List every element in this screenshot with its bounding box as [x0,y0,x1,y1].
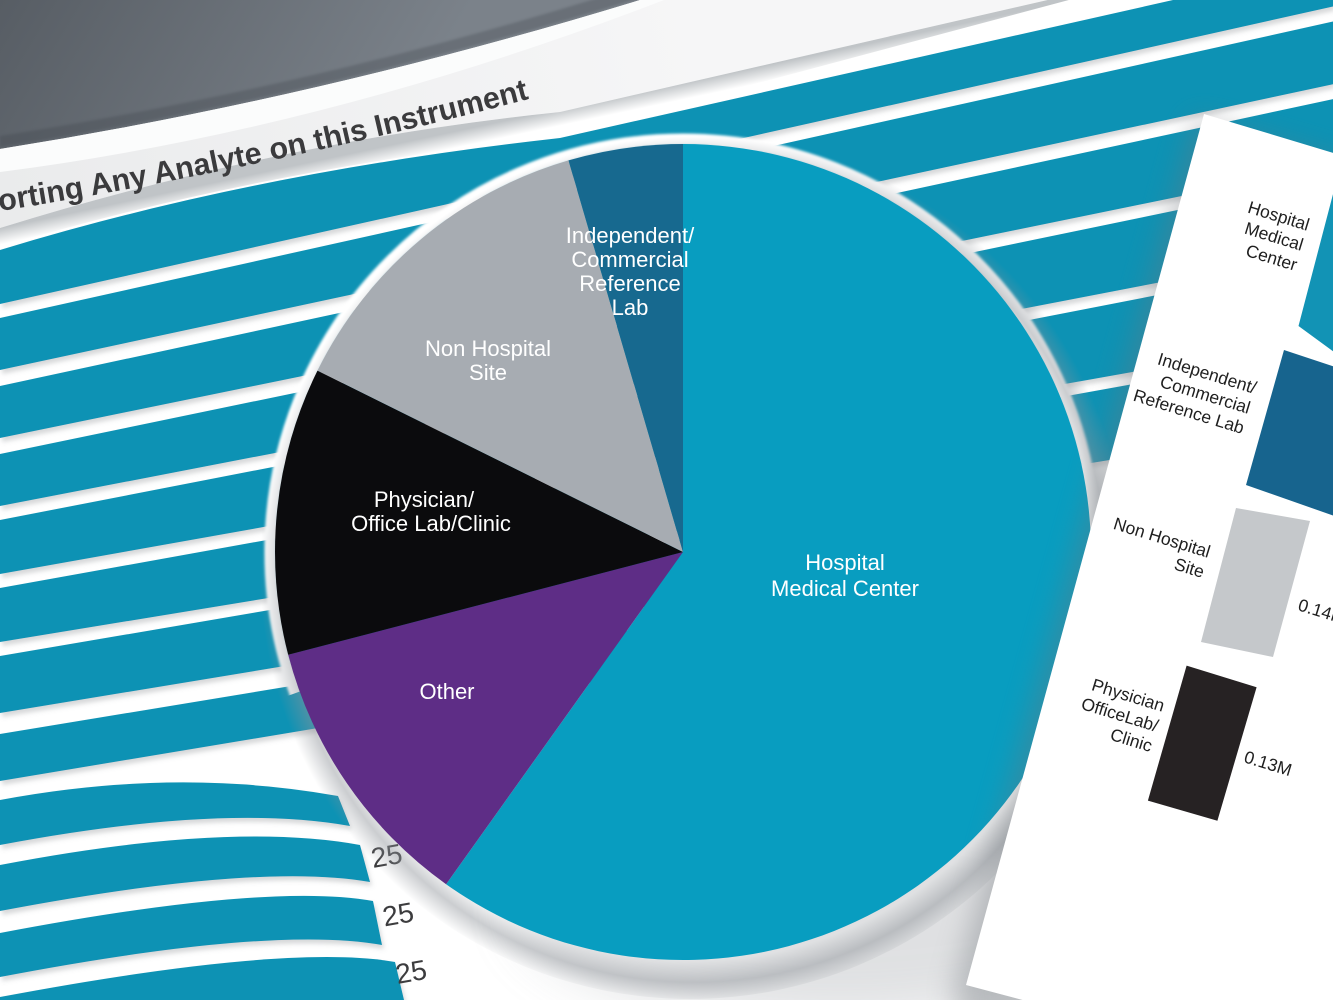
svg-text:Hospital: Hospital [805,550,884,575]
svg-text:25: 25 [380,896,416,932]
svg-text:Other: Other [419,679,474,704]
svg-text:25: 25 [393,954,429,990]
svg-text:Lab: Lab [612,295,649,320]
svg-text:Non Hospital: Non Hospital [425,336,551,361]
svg-text:Physician/: Physician/ [374,487,475,512]
svg-text:Site: Site [469,360,507,385]
svg-text:Reference: Reference [579,271,681,296]
svg-text:Commercial: Commercial [571,247,688,272]
svg-text:Office Lab/Clinic: Office Lab/Clinic [351,511,511,536]
svg-text:Medical Center: Medical Center [771,576,919,601]
svg-text:Independent/: Independent/ [566,223,695,248]
